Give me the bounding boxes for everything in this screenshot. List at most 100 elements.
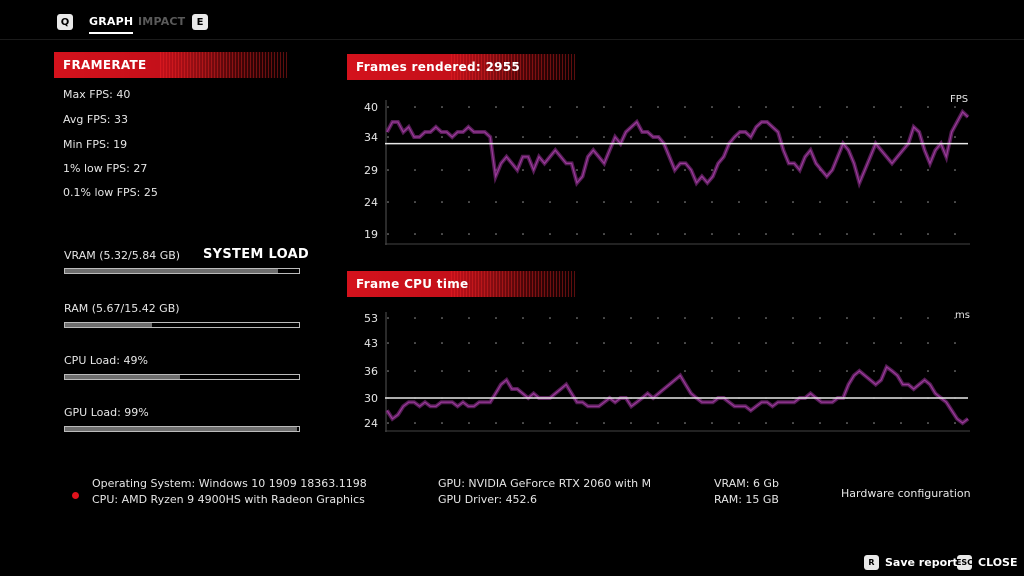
fps-grid-dot	[711, 106, 713, 108]
cpu-grid-dot	[468, 342, 470, 344]
cpu-ytick-53: 53	[364, 312, 378, 325]
cpu-grid-dot	[954, 422, 956, 424]
fps-grid-dot	[927, 106, 929, 108]
cpu-grid-dot	[522, 317, 524, 319]
fps-grid-dot	[900, 106, 902, 108]
fps-grid-dot	[522, 106, 524, 108]
cpu-grid-dot	[819, 370, 821, 372]
fps-grid-dot	[576, 233, 578, 235]
cpu-grid-dot	[792, 422, 794, 424]
stat-avg-fps: Avg FPS: 33	[63, 113, 129, 126]
cpu-grid-dot	[765, 370, 767, 372]
cpu-grid-dot	[954, 342, 956, 344]
fps-grid-dot	[765, 169, 767, 171]
fps-grid-dot	[495, 201, 497, 203]
fps-grid-dot	[630, 106, 632, 108]
fps-grid-dot	[873, 136, 875, 138]
cpu-chart-header: Frame CPU time	[347, 271, 577, 297]
fps-grid-dot	[711, 169, 713, 171]
save-report-button[interactable]: R Save report	[864, 555, 958, 570]
fps-grid-dot	[954, 169, 956, 171]
fps-grid-dot	[711, 201, 713, 203]
system-load-header: SYSTEM LOAD	[203, 247, 310, 262]
cpu-grid-dot	[468, 317, 470, 319]
fps-grid-dot	[819, 201, 821, 203]
cpu-load-fill	[65, 375, 180, 379]
fps-grid-dot	[630, 136, 632, 138]
vram-info: VRAM: 6 Gb	[714, 477, 779, 490]
vram-load-fill	[65, 269, 278, 273]
cpu-grid-dot	[819, 422, 821, 424]
cpu-grid-dot	[441, 422, 443, 424]
cpu-grid-dot	[819, 317, 821, 319]
cpu-grid-dot	[630, 422, 632, 424]
stat-01-low-fps: 0.1% low FPS: 25	[63, 186, 158, 199]
gpu-load-bar	[64, 426, 300, 432]
ram-load-fill	[65, 323, 152, 327]
cpu-grid-dot	[927, 370, 929, 372]
fps-grid-dot	[603, 136, 605, 138]
fps-grid-dot	[576, 169, 578, 171]
cpu-grid-dot	[873, 342, 875, 344]
fps-grid-dot	[468, 169, 470, 171]
fps-grid-dot	[684, 106, 686, 108]
fps-grid-dot	[846, 169, 848, 171]
tab-graph[interactable]: GRAPH	[89, 15, 134, 34]
fps-grid-dot	[900, 233, 902, 235]
fps-grid-dot	[603, 169, 605, 171]
top-bar	[0, 0, 1024, 40]
fps-grid-dot	[819, 106, 821, 108]
cpu-grid-dot	[414, 342, 416, 344]
save-report-label: Save report	[885, 556, 958, 569]
fps-grid-dot	[414, 169, 416, 171]
cpu-grid-dot	[522, 370, 524, 372]
fps-grid-dot	[630, 233, 632, 235]
cpu-grid-dot	[522, 342, 524, 344]
cpu-load-label: CPU Load: 49%	[64, 354, 148, 367]
key-q-prev-tab[interactable]: Q	[57, 14, 73, 30]
fps-grid-dot	[846, 136, 848, 138]
cpu-ytick-30: 30	[364, 392, 378, 405]
cpu-grid-dot	[738, 422, 740, 424]
fps-grid-dot	[954, 136, 956, 138]
cpu-grid-dot	[414, 370, 416, 372]
framerate-header-label: FRAMERATE	[63, 58, 147, 72]
cpu-grid-dot	[495, 342, 497, 344]
fps-grid-dot	[684, 136, 686, 138]
cpu-grid-dot	[792, 342, 794, 344]
key-e-next-tab[interactable]: E	[192, 14, 208, 30]
fps-grid-dot	[657, 201, 659, 203]
stat-1-low-fps: 1% low FPS: 27	[63, 162, 148, 175]
cpu-grid-dot	[603, 370, 605, 372]
tab-impact[interactable]: IMPACT	[138, 15, 186, 28]
fps-grid-dot	[765, 233, 767, 235]
cpu-grid-dot	[495, 370, 497, 372]
fps-grid-dot	[927, 201, 929, 203]
fps-grid-dot	[738, 233, 740, 235]
fps-grid-dot	[684, 201, 686, 203]
cpu-grid-dot	[846, 370, 848, 372]
fps-grid-dot	[954, 201, 956, 203]
close-button[interactable]: ESC CLOSE	[956, 555, 1017, 570]
fps-grid-dot	[495, 233, 497, 235]
fps-ytick-19: 19	[364, 228, 378, 241]
cpu-grid-dot	[387, 342, 389, 344]
fps-grid-dot	[387, 106, 389, 108]
fps-grid-dot	[414, 106, 416, 108]
fps-ytick-24: 24	[364, 196, 378, 209]
cpu-grid-dot	[927, 342, 929, 344]
fps-grid-dot	[441, 233, 443, 235]
cpu-grid-dot	[549, 317, 551, 319]
fps-grid-dot	[711, 136, 713, 138]
cpu-grid-dot	[522, 422, 524, 424]
fps-chart-header-label: Frames rendered: 2955	[356, 60, 521, 74]
cpu-grid-dot	[576, 422, 578, 424]
cpu-grid-dot	[657, 422, 659, 424]
cpu-series-band	[385, 363, 970, 426]
fps-grid-dot	[792, 169, 794, 171]
cpu-grid-dot	[927, 317, 929, 319]
fps-grid-dot	[522, 201, 524, 203]
cpu-unit-label: ms	[955, 310, 970, 321]
cpu-grid-dot	[738, 317, 740, 319]
cpu-grid-dot	[657, 370, 659, 372]
